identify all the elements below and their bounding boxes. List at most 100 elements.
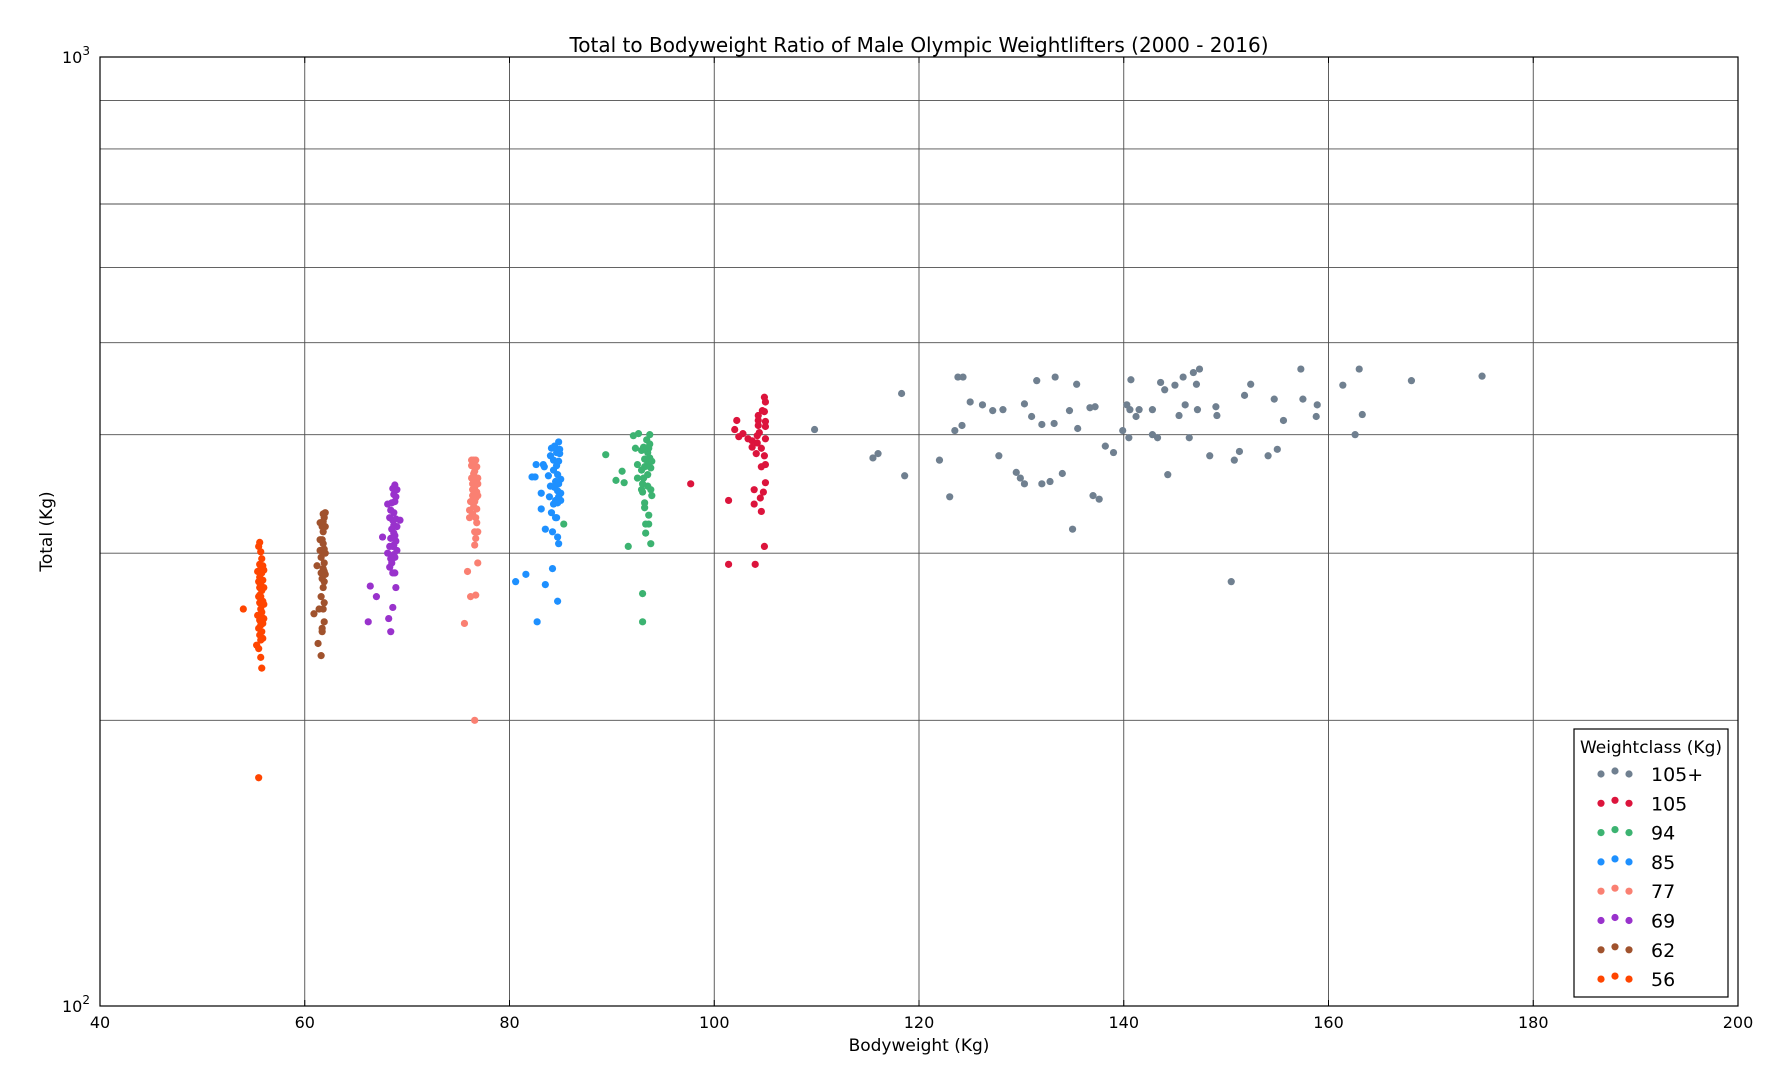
data-point-94 (631, 444, 640, 452)
data-point-105+ (1193, 406, 1202, 414)
data-point-105+ (1339, 381, 1347, 389)
data-point-62 (317, 593, 325, 601)
data-point-94 (612, 476, 620, 484)
data-point-56 (258, 628, 266, 636)
data-point-69 (391, 553, 399, 561)
legend-marker (1611, 913, 1619, 922)
data-point-105 (756, 494, 764, 502)
data-point-105+ (1358, 410, 1366, 419)
data-point-94 (560, 520, 568, 528)
data-point-105+ (1095, 495, 1103, 503)
data-point-62 (321, 570, 329, 578)
data-point-56 (258, 613, 266, 621)
legend-marker (1625, 946, 1633, 954)
data-point-105+ (966, 398, 974, 406)
data-point-105+ (1016, 474, 1024, 482)
data-point-69 (393, 546, 401, 555)
legend-item-105+: 105+ (1597, 764, 1703, 786)
data-point-105+ (1235, 447, 1244, 456)
data-point-94 (647, 486, 655, 494)
legend-marker (1597, 858, 1605, 866)
legend-title: Weightclass (Kg) (1580, 738, 1722, 758)
data-point-69 (378, 533, 387, 541)
data-point-85 (555, 457, 563, 465)
data-point-105+ (1313, 401, 1321, 409)
data-point-105+ (1192, 380, 1201, 388)
data-point-69 (390, 509, 398, 517)
data-point-105 (760, 542, 769, 550)
data-point-105+ (869, 454, 877, 462)
data-point-77 (471, 541, 479, 549)
data-point-105+ (1351, 431, 1359, 439)
data-point-105+ (1312, 412, 1320, 421)
data-point-62 (318, 624, 326, 632)
data-point-105+ (1161, 386, 1169, 394)
data-point-105+ (1101, 442, 1109, 450)
data-point-69 (384, 549, 392, 557)
data-point-105+ (1181, 401, 1189, 409)
data-point-94 (618, 467, 626, 475)
data-point-85 (533, 618, 541, 626)
data-point-69 (392, 583, 400, 592)
data-point-105+ (874, 450, 882, 458)
data-point-94 (624, 542, 632, 550)
data-point-105+ (1478, 372, 1486, 380)
data-point-77 (473, 463, 481, 471)
data-point-105+ (1206, 452, 1214, 460)
data-point-56 (260, 600, 268, 608)
data-point-85 (548, 528, 557, 536)
legend-marker (1611, 884, 1619, 892)
data-point-62 (310, 610, 318, 618)
data-point-105+ (1125, 434, 1133, 442)
data-point-85 (547, 509, 556, 517)
data-point-94 (634, 430, 643, 438)
data-point-94 (633, 474, 642, 482)
y-axis-label: Total (Kg) (37, 491, 57, 572)
data-point-77 (473, 505, 481, 513)
data-point-105+ (995, 452, 1003, 460)
data-point-94 (648, 492, 656, 500)
data-point-77 (460, 619, 469, 628)
data-point-77 (466, 498, 475, 506)
data-point-105+ (1148, 406, 1157, 414)
data-point-105+ (1068, 525, 1077, 533)
legend-marker (1611, 796, 1619, 804)
data-point-94 (648, 457, 656, 465)
data-point-77 (471, 716, 479, 724)
data-point-105 (760, 408, 769, 416)
data-point-77 (472, 534, 480, 542)
data-point-105 (761, 398, 770, 406)
legend-marker (1611, 767, 1619, 775)
data-point-105+ (901, 472, 909, 480)
data-point-62 (320, 618, 328, 626)
data-point-105+ (1020, 400, 1029, 408)
data-point-56 (256, 538, 264, 546)
data-point-105+ (935, 456, 944, 464)
data-point-94 (645, 444, 653, 452)
data-point-85 (541, 581, 549, 589)
data-point-105+ (897, 389, 906, 398)
data-point-69 (386, 542, 394, 550)
data-point-105+ (954, 373, 962, 381)
data-point-94 (645, 520, 653, 528)
data-point-105 (754, 411, 762, 420)
data-points (239, 365, 1486, 782)
data-point-69 (372, 593, 381, 601)
data-point-105+ (1179, 373, 1187, 381)
data-point-85 (554, 597, 562, 605)
data-point-85 (557, 489, 565, 497)
data-point-105 (757, 507, 765, 516)
legend-marker (1625, 975, 1633, 983)
data-point-105+ (951, 426, 959, 435)
data-point-105 (757, 444, 765, 452)
x-tick-label: 200 (1723, 1013, 1754, 1032)
data-point-105 (761, 417, 770, 426)
data-point-105+ (1046, 477, 1054, 486)
data-point-105+ (1213, 411, 1221, 420)
data-point-105+ (1407, 377, 1416, 385)
legend-label: 56 (1651, 969, 1675, 991)
data-point-105+ (1273, 445, 1281, 453)
y-tick-label: 102 (62, 993, 90, 1016)
legend-marker (1625, 829, 1633, 837)
